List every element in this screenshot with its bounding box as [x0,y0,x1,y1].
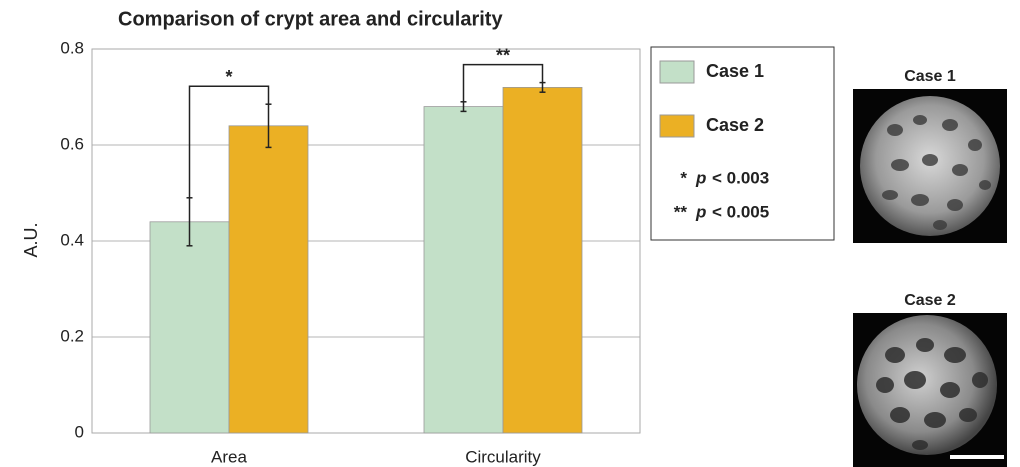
x-tick-label: Circularity [465,447,541,466]
legend-label: Case 2 [706,115,764,135]
y-axis-label: A.U. [21,222,41,257]
note-symbol: ** [674,202,688,221]
significance-label: * [225,67,232,87]
legend-label: Case 1 [706,61,764,81]
significance-bracket [188,85,270,198]
legend-swatch [659,114,695,138]
y-tick-label: 0 [75,422,84,441]
bar [423,106,504,434]
bar [149,221,230,434]
legend-swatch [659,60,695,84]
image-title: Case 1 [904,68,956,85]
y-tick-label: 0.2 [60,326,84,345]
image-title: Case 2 [904,292,956,309]
note-text: < 0.003 [712,168,769,187]
note-p: p [695,168,706,187]
plot-frame [91,48,641,434]
y-tick-label: 0.4 [60,230,84,249]
note-p: p [695,202,706,221]
significance-label: ** [496,45,510,65]
note-symbol: * [680,168,687,187]
image-case-2 [853,313,1007,467]
note-text: < 0.005 [712,202,769,221]
significance-bracket [462,63,544,102]
x-tick-label: Area [211,447,247,466]
image-case-1 [853,89,1007,243]
chart-title: Comparison of crypt area and circularity [118,8,503,30]
y-tick-label: 0.8 [60,38,84,57]
bar [502,87,583,434]
y-tick-label: 0.6 [60,134,84,153]
bar [228,125,309,434]
